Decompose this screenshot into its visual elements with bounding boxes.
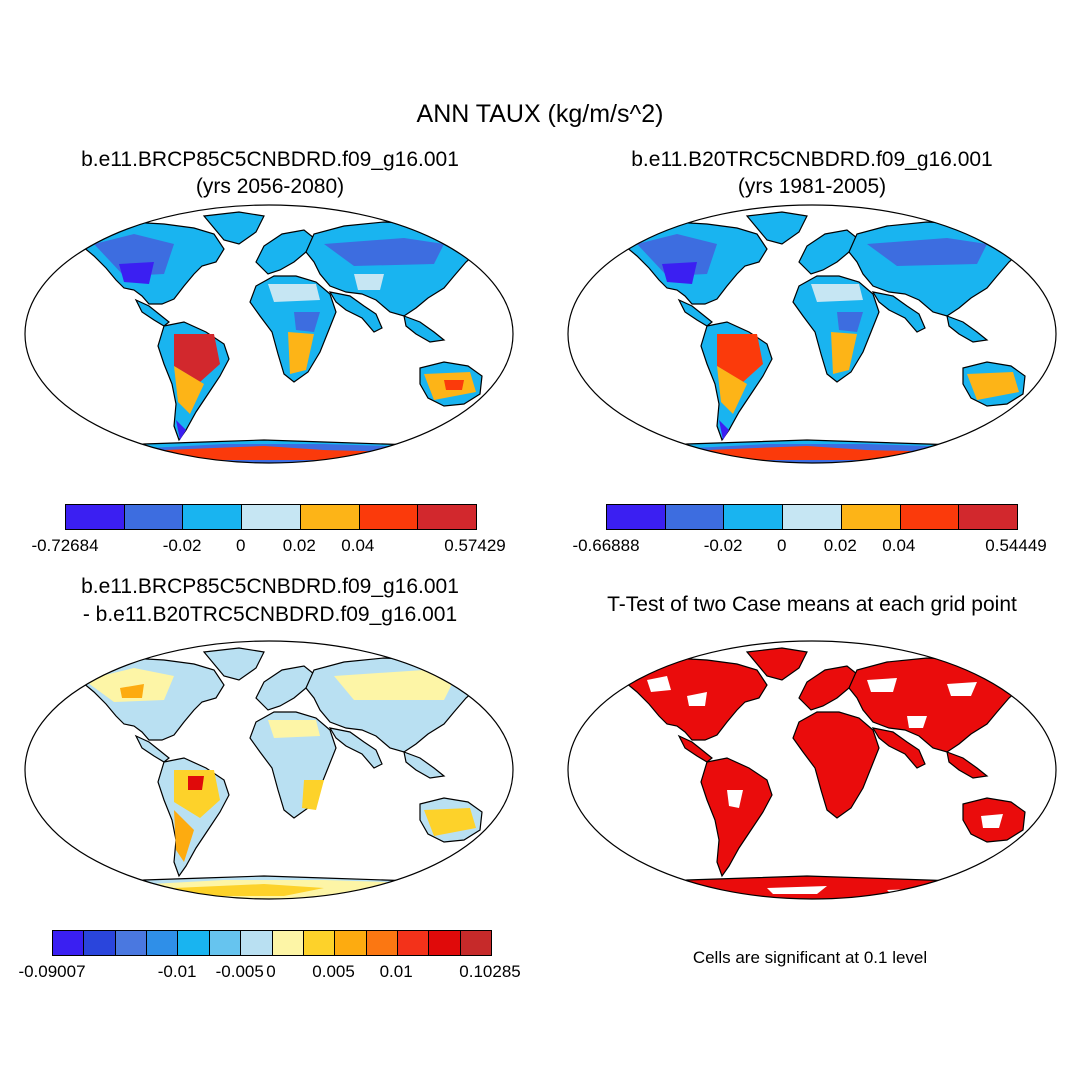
panel-tl-title: b.e11.BRCP85C5CNBDRD.f09_g16.001 bbox=[81, 148, 459, 171]
colorbar-tick-label: 0 bbox=[235, 536, 246, 555]
main-title: ANN TAUX (kg/m/s^2) bbox=[416, 100, 664, 128]
colorbar-swatch bbox=[303, 931, 336, 955]
colorbar-tick-label: -0.72684 bbox=[31, 536, 99, 555]
map-top-left bbox=[24, 204, 514, 464]
colorbar-swatch bbox=[841, 505, 901, 529]
colorbar-swatch bbox=[241, 931, 273, 955]
map-top-right bbox=[567, 204, 1057, 464]
colorbar-swatch bbox=[335, 931, 367, 955]
colorbar-swatch bbox=[209, 931, 242, 955]
colorbar-swatch bbox=[115, 931, 148, 955]
colorbar-swatch bbox=[66, 505, 125, 529]
colorbar-swatch bbox=[959, 505, 1018, 529]
colorbar-tick-label: 0 bbox=[266, 962, 276, 981]
colorbar-top-right bbox=[606, 504, 1018, 530]
colorbar-tick-label: 0.54449 bbox=[985, 536, 1047, 555]
colorbar-swatch bbox=[183, 505, 243, 529]
colorbar-swatch bbox=[900, 505, 960, 529]
colorbar-tick-label: -0.66888 bbox=[572, 536, 640, 555]
colorbar-tick-label: 0.10285 bbox=[459, 962, 521, 981]
colorbar-tick-label: 0.005 bbox=[312, 962, 355, 981]
colorbar-swatch bbox=[178, 931, 210, 955]
colorbar-swatch bbox=[300, 505, 360, 529]
colorbar-swatch bbox=[84, 931, 116, 955]
colorbar-tick-label: 0.04 bbox=[341, 536, 375, 555]
colorbar-swatch bbox=[783, 505, 842, 529]
colorbar-swatch bbox=[366, 931, 398, 955]
colorbar-swatch bbox=[724, 505, 784, 529]
colorbar-tick-label: -0.01 bbox=[157, 962, 197, 981]
significance-note: Cells are significant at 0.1 level bbox=[692, 948, 928, 967]
colorbar-tick-label: 0.01 bbox=[379, 962, 413, 981]
colorbar-swatch bbox=[607, 505, 666, 529]
panel-bl-title: b.e11.BRCP85C5CNBDRD.f09_g16.001 bbox=[81, 575, 459, 598]
colorbar-tick-label: 0.02 bbox=[282, 536, 316, 555]
colorbar-tick-label: 0 bbox=[776, 536, 787, 555]
panel-br-title: T-Test of two Case means at each grid po… bbox=[607, 593, 1017, 616]
colorbar-tick-label: -0.005 bbox=[215, 962, 264, 981]
colorbar-swatch bbox=[242, 505, 301, 529]
panel-bl-subtitle: - b.e11.B20TRC5CNBDRD.f09_g16.001 bbox=[82, 603, 458, 626]
colorbar-swatch bbox=[124, 505, 184, 529]
colorbar-swatch bbox=[460, 931, 492, 955]
map-bottom-right bbox=[567, 640, 1057, 900]
panel-tr-subtitle: (yrs 1981-2005) bbox=[737, 175, 887, 198]
colorbar-swatch bbox=[53, 931, 85, 955]
colorbar-swatch bbox=[272, 931, 304, 955]
colorbar-swatch bbox=[429, 931, 461, 955]
colorbar-swatch bbox=[359, 505, 419, 529]
colorbar-tick-label: 0.02 bbox=[823, 536, 857, 555]
colorbar-tick-label: 0.04 bbox=[882, 536, 916, 555]
colorbar-swatch bbox=[147, 931, 179, 955]
colorbar-tick-label: 0.57429 bbox=[444, 536, 506, 555]
colorbar-tick-label: -0.09007 bbox=[18, 962, 86, 981]
colorbar-swatch bbox=[665, 505, 725, 529]
colorbar-tick-label: -0.02 bbox=[162, 536, 202, 555]
panel-tr-title: b.e11.B20TRC5CNBDRD.f09_g16.001 bbox=[631, 148, 993, 171]
colorbar-bottom-left bbox=[52, 930, 492, 956]
colorbar-swatch bbox=[418, 505, 477, 529]
colorbar-swatch bbox=[397, 931, 430, 955]
colorbar-top-left bbox=[65, 504, 477, 530]
colorbar-tick-label: -0.02 bbox=[703, 536, 743, 555]
map-bottom-left bbox=[24, 640, 514, 900]
panel-tl-subtitle: (yrs 2056-2080) bbox=[195, 175, 345, 198]
